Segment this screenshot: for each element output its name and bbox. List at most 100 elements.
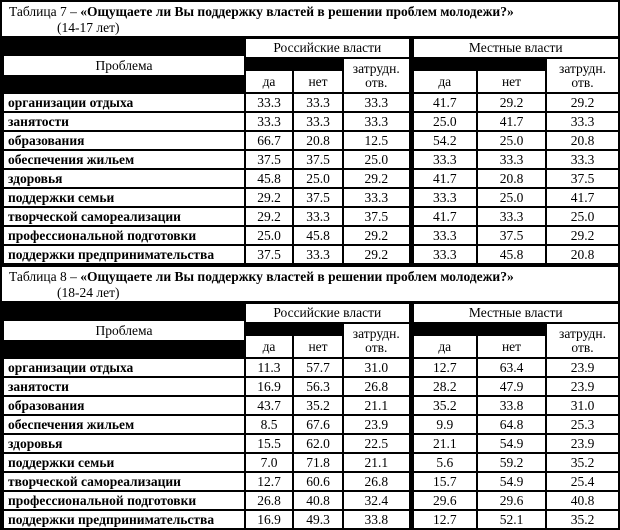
value-cell: 45.8	[476, 244, 547, 265]
row-label: здоровья	[2, 433, 246, 454]
value-cell: 54.9	[476, 433, 547, 454]
caption-prefix: Таблица 7 –	[9, 4, 81, 19]
row-label: творческой самореализации	[2, 471, 246, 492]
value-cell: 25.0	[244, 225, 294, 246]
caption-line: Таблица 7 – «Ощущаете ли Вы поддержку вл…	[9, 4, 614, 20]
value-cell: 20.8	[544, 130, 620, 151]
value-cell: 60.6	[292, 471, 344, 492]
table-header: Проблема Российские власти Местные власт…	[2, 37, 620, 94]
value-cell: 21.1	[342, 452, 412, 473]
value-cell: 57.7	[292, 357, 344, 378]
table-row: профессиональной подготовки 26.8 40.8 32.4 2…	[2, 490, 620, 511]
value-cell: 25.0	[544, 206, 620, 227]
value-cell: 41.7	[408, 92, 478, 113]
value-cell: 20.8	[544, 244, 620, 265]
value-cell: 12.7	[408, 509, 478, 530]
value-cell: 25.4	[544, 471, 620, 492]
value-cell: 29.2	[342, 225, 412, 246]
value-cell: 15.5	[244, 433, 294, 454]
col-header-problem: Проблема	[5, 56, 243, 75]
value-cell: 20.8	[292, 130, 344, 151]
row-label: творческой самореализации	[2, 206, 246, 227]
value-cell: 33.3	[342, 187, 412, 208]
table-header: Проблема Российские власти Местные власт…	[2, 302, 620, 359]
table-body: организации отдыха 33.3 33.3 33.3 41.7 29.2 29…	[2, 92, 620, 265]
caption-line: Таблица 8 – «Ощущаете ли Вы поддержку вл…	[9, 269, 614, 285]
col-header-problem-cell: Проблема	[2, 302, 246, 359]
value-cell: 29.2	[244, 187, 294, 208]
table-row: организации отдыха 11.3 57.7 31.0 12.7 63.4 23…	[2, 357, 620, 378]
table8-section: Таблица 8 – «Ощущаете ли Вы поддержку вл…	[2, 267, 620, 530]
col-header-problem-cell: Проблема	[2, 37, 246, 94]
value-cell: 12.7	[244, 471, 294, 492]
col-sub-undecided-local: затрудн. отв.	[544, 322, 620, 359]
value-cell: 21.1	[408, 433, 478, 454]
value-cell: 41.7	[544, 187, 620, 208]
value-cell: 29.2	[244, 206, 294, 227]
value-cell: 33.3	[544, 149, 620, 170]
row-label: профессиональной подготовки	[2, 490, 246, 511]
value-cell: 33.3	[244, 111, 294, 132]
value-cell: 45.8	[292, 225, 344, 246]
table-row: профессиональной подготовки 25.0 45.8 29.2 3…	[2, 225, 620, 246]
row-label: здоровья	[2, 168, 246, 189]
table7-section: Таблица 7 – «Ощущаете ли Вы поддержку вл…	[2, 2, 620, 265]
value-cell: 26.8	[342, 471, 412, 492]
value-cell: 33.3	[476, 149, 547, 170]
caption-question: «Ощущаете ли Вы поддержку властей в реше…	[80, 269, 514, 284]
value-cell: 33.3	[408, 225, 478, 246]
table-row: поддержки предпринимательства 37.5 33.3 29.…	[2, 244, 620, 265]
value-cell: 37.5	[544, 168, 620, 189]
value-cell: 33.3	[342, 111, 412, 132]
survey-table-18-24: Проблема Российские власти Местные власт…	[2, 302, 620, 530]
value-cell: 29.2	[476, 92, 547, 113]
table-row: здоровья 45.8 25.0 29.2 41.7 20.8 37.5	[2, 168, 620, 189]
col-sub-yes-russian: да	[244, 322, 294, 359]
value-cell: 29.2	[544, 225, 620, 246]
value-cell: 33.3	[408, 187, 478, 208]
row-label: организации отдыха	[2, 92, 246, 113]
table-row: поддержки семьи 29.2 37.5 33.3 33.3 25.0 41.7	[2, 187, 620, 208]
col-sub-undecided-russian: затрудн. отв.	[342, 322, 412, 359]
value-cell: 22.5	[342, 433, 412, 454]
col-sub-no-local: нет	[476, 322, 547, 359]
col-sub-no-russian: нет	[292, 322, 344, 359]
value-cell: 23.9	[544, 357, 620, 378]
value-cell: 66.7	[244, 130, 294, 151]
value-cell: 23.9	[544, 376, 620, 397]
value-cell: 25.0	[476, 130, 547, 151]
col-sub-undecided-local: затрудн. отв.	[544, 57, 620, 94]
value-cell: 56.3	[292, 376, 344, 397]
row-label: занятости	[2, 376, 246, 397]
value-cell: 71.8	[292, 452, 344, 473]
col-sub-undecided-russian: затрудн. отв.	[342, 57, 412, 94]
value-cell: 33.8	[476, 395, 547, 416]
table-row: занятости 33.3 33.3 33.3 25.0 41.7 33.3	[2, 111, 620, 132]
col-sub-no-russian: нет	[292, 57, 344, 94]
value-cell: 40.8	[544, 490, 620, 511]
col-group-local-authorities: Местные власти	[408, 302, 620, 324]
value-cell: 29.6	[408, 490, 478, 511]
value-cell: 54.2	[408, 130, 478, 151]
value-cell: 12.7	[408, 357, 478, 378]
value-cell: 11.3	[244, 357, 294, 378]
table-row: творческой самореализации 12.7 60.6 26.8 15.…	[2, 471, 620, 492]
value-cell: 41.7	[408, 206, 478, 227]
value-cell: 33.3	[292, 92, 344, 113]
value-cell: 33.3	[408, 244, 478, 265]
table8-caption: Таблица 8 – «Ощущаете ли Вы поддержку вл…	[2, 267, 618, 301]
row-label: поддержки предпринимательства	[2, 244, 246, 265]
value-cell: 25.0	[292, 168, 344, 189]
value-cell: 62.0	[292, 433, 344, 454]
value-cell: 25.0	[476, 187, 547, 208]
value-cell: 37.5	[292, 149, 344, 170]
table-row: творческой самореализации 29.2 33.3 37.5 41.…	[2, 206, 620, 227]
value-cell: 47.9	[476, 376, 547, 397]
value-cell: 33.3	[544, 111, 620, 132]
table-body: организации отдыха 11.3 57.7 31.0 12.7 63.4 23…	[2, 357, 620, 530]
row-label: поддержки семьи	[2, 187, 246, 208]
col-group-local-authorities: Местные власти	[408, 37, 620, 59]
value-cell: 23.9	[544, 433, 620, 454]
value-cell: 43.7	[244, 395, 294, 416]
value-cell: 40.8	[292, 490, 344, 511]
